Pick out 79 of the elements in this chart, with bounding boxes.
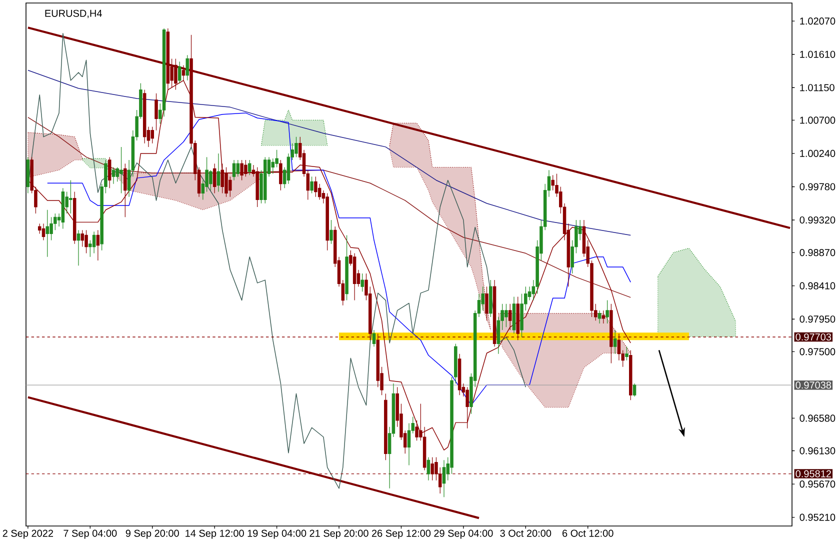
candlestick — [264, 156, 267, 204]
candlestick — [120, 146, 123, 194]
candlestick — [61, 188, 65, 229]
y-tick-label: 0.96580 — [800, 414, 836, 422]
line-series — [47, 112, 632, 406]
candlestick — [512, 296, 516, 334]
candlestick — [186, 54, 189, 81]
ref-line-label: 0.95812 — [796, 470, 831, 478]
candlestick — [458, 354, 462, 396]
candlestick — [108, 156, 112, 188]
candlestick — [154, 93, 158, 131]
y-tick-label: 0.98870 — [800, 249, 836, 256]
y-tick-label: 0.98410 — [800, 282, 836, 290]
candlestick — [352, 252, 356, 301]
ref-line-label: 0.97038 — [796, 382, 832, 389]
candlestick — [326, 192, 329, 251]
candlestick — [384, 393, 388, 460]
candlestick — [84, 230, 88, 254]
candlestick — [76, 230, 80, 266]
candlestick — [216, 153, 220, 192]
candlestick — [96, 230, 100, 261]
y-tick-label: 0.99780 — [800, 183, 836, 190]
line-series — [28, 33, 526, 489]
y-tick-label: 0.96130 — [800, 447, 836, 454]
y-tick-label: 1.00240 — [800, 150, 836, 158]
candlestick — [72, 192, 76, 244]
candlestick — [466, 386, 469, 429]
line-series — [28, 116, 632, 298]
candlestick — [178, 61, 182, 84]
y-tick-label: 0.99320 — [800, 216, 836, 224]
candlestick — [606, 300, 609, 324]
candlestick — [485, 286, 488, 321]
candlestick — [430, 456, 434, 481]
candlestick — [46, 210, 50, 258]
candlestick — [314, 176, 318, 198]
candlestick — [248, 160, 252, 176]
candlestick — [310, 176, 314, 194]
candlestick — [625, 346, 628, 361]
y-tick-label: 1.01610 — [800, 50, 836, 58]
x-tick-label: 19 Sep 04:00 — [248, 530, 306, 539]
candlestick — [489, 280, 492, 318]
candlestick — [150, 126, 154, 144]
candlestick — [504, 304, 508, 328]
x-tick-label: 9 Sep 20:00 — [126, 530, 179, 539]
candlestick — [598, 310, 602, 324]
candlestick — [92, 231, 96, 254]
y-tick-label: 1.01150 — [800, 84, 834, 92]
candlestick — [426, 456, 430, 481]
candlestick — [236, 160, 240, 177]
x-tick-label: 7 Sep 04:00 — [64, 530, 117, 539]
y-tick-label: 1.02070 — [800, 18, 836, 25]
candlestick — [279, 160, 282, 191]
candlestick — [330, 220, 333, 244]
candlestick — [232, 160, 236, 181]
candlestick — [632, 383, 636, 397]
candlestick — [442, 460, 446, 498]
ref-line-label: 0.97703 — [796, 333, 832, 341]
y-tick-label: 0.97950 — [800, 316, 836, 323]
y-tick-label: 0.95210 — [800, 514, 836, 521]
x-tick-label: 2 Sep 2022 — [2, 530, 54, 539]
line-series — [28, 70, 632, 236]
candlestick — [613, 330, 617, 354]
x-tick-label: 6 Oct 12:00 — [562, 530, 614, 537]
candlestick — [345, 234, 348, 301]
candlestick — [142, 90, 146, 144]
text: EURUSD,H4 — [45, 10, 102, 18]
candlestick — [360, 273, 364, 292]
candlestick — [42, 223, 46, 241]
y-tick-label: 0.95670 — [800, 480, 836, 488]
candlestick — [372, 330, 376, 347]
y-tick-label: 1.00700 — [800, 116, 836, 124]
x-tick-label: 14 Sep 12:00 — [186, 530, 244, 539]
candlestick — [454, 343, 458, 384]
x-tick-label: 3 Oct 20:00 — [500, 530, 552, 537]
candlestick — [26, 156, 30, 194]
x-tick-label: 29 Sep 04:00 — [434, 530, 493, 539]
y-tick-label: 0.97500 — [800, 348, 836, 356]
x-tick-label: 26 Sep 12:00 — [372, 530, 431, 539]
x-tick-label: 21 Sep 20:00 — [310, 530, 368, 539]
